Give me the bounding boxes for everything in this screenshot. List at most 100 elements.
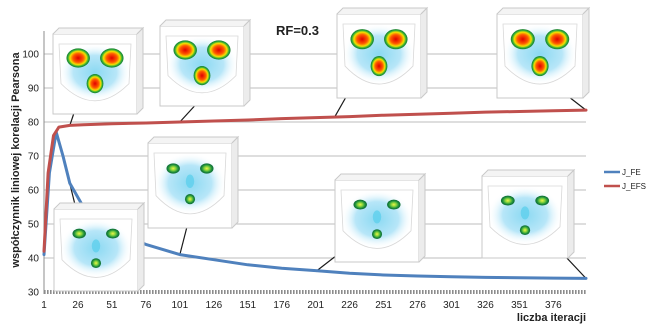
x-axis-segment — [281, 290, 283, 294]
x-axis-segment — [140, 290, 142, 294]
eye-hotspot-left — [500, 195, 515, 206]
x-axis-segment — [551, 290, 553, 294]
x-tick-label: 201 — [307, 300, 324, 311]
x-axis-segment — [257, 290, 259, 294]
x-axis-segment — [236, 290, 238, 294]
x-axis-segment — [56, 290, 58, 294]
x-axis-segment — [578, 290, 580, 294]
x-axis-segment — [332, 290, 334, 294]
eye-hotspot-left — [66, 48, 90, 68]
inset-frame-top — [52, 27, 145, 35]
x-axis-segment — [497, 290, 499, 294]
x-axis-segment — [173, 290, 175, 294]
x-axis-segment — [245, 290, 247, 294]
y-axis-title: współczynnik liniowej korelacji Pearsona — [10, 52, 22, 269]
x-axis-segment — [557, 290, 559, 294]
inset-frame-side — [231, 135, 239, 229]
x-axis-segment — [563, 290, 565, 294]
mouth-hotspot — [90, 258, 102, 269]
x-axis-segment — [59, 290, 61, 294]
x-axis-segment — [446, 290, 448, 294]
x-axis-segment — [371, 290, 373, 294]
x-axis-segment — [308, 290, 310, 294]
x-axis-segment — [386, 290, 388, 294]
x-axis-segment — [479, 290, 481, 294]
x-tick-label: 1 — [41, 300, 47, 311]
x-axis-segment — [86, 290, 88, 294]
y-tick-label: 30 — [28, 288, 40, 299]
x-axis-segment — [461, 290, 463, 294]
x-axis-segment — [239, 290, 241, 294]
eye-hotspot-right — [207, 40, 231, 60]
x-axis-segment — [68, 290, 70, 294]
x-axis-segment — [347, 290, 349, 294]
x-axis-segment — [227, 290, 229, 294]
x-axis-segment — [275, 290, 277, 294]
x-axis-segment — [500, 290, 502, 294]
x-axis-segment — [536, 290, 538, 294]
heatmap-inset-4 — [496, 6, 591, 99]
x-tick-label: 326 — [477, 300, 494, 311]
x-axis-segment — [527, 290, 529, 294]
eye-hotspot-left — [166, 163, 180, 174]
x-axis-segment — [248, 290, 250, 294]
x-axis-segment — [176, 290, 178, 294]
x-axis-segment — [191, 290, 193, 294]
x-axis-segment — [338, 290, 340, 294]
x-axis-segment — [443, 290, 445, 294]
x-axis-segment — [209, 290, 211, 294]
x-axis-segment — [254, 290, 256, 294]
x-axis-segment — [383, 290, 385, 294]
x-axis-segment — [539, 290, 541, 294]
y-tick-label: 70 — [28, 152, 40, 163]
series-line-J_EFS — [42, 108, 588, 253]
inset-frame-side — [136, 26, 144, 115]
x-axis-segment — [389, 290, 391, 294]
x-axis-segment — [143, 290, 145, 294]
x-axis-segment — [212, 290, 214, 294]
eye-hotspot-left — [353, 199, 367, 210]
x-axis-segment — [98, 290, 100, 294]
mouth-hotspot — [519, 225, 531, 236]
heatmap-inset-7 — [334, 172, 427, 263]
x-axis-segment — [284, 290, 286, 294]
x-axis-segment — [263, 290, 265, 294]
x-axis-segment — [125, 290, 127, 294]
x-axis-segment — [149, 290, 151, 294]
x-axis-segment — [218, 290, 220, 294]
x-axis-segment — [95, 290, 97, 294]
x-axis-segment — [410, 290, 412, 294]
x-axis-segment — [188, 290, 190, 294]
x-axis-segment — [380, 290, 382, 294]
x-axis-segment — [131, 290, 133, 294]
y-tick-label: 80 — [28, 118, 40, 129]
x-tick-label: 151 — [239, 300, 256, 311]
inset-frame-side — [418, 172, 426, 263]
x-axis-segment — [494, 290, 496, 294]
inset-frame-top — [147, 136, 240, 144]
x-axis-segment — [113, 290, 115, 294]
x-axis-segment — [455, 290, 457, 294]
x-tick-label: 351 — [511, 300, 528, 311]
x-axis-title: liczba iteracji — [517, 312, 586, 324]
x-axis-segment — [512, 290, 514, 294]
x-axis-segment — [353, 290, 355, 294]
heatmap-inset-1 — [52, 26, 145, 115]
x-axis-segment — [323, 290, 325, 294]
x-axis-segment — [122, 290, 124, 294]
x-axis-segment — [335, 290, 337, 294]
x-axis-segment — [299, 290, 301, 294]
x-tick-label: 51 — [106, 300, 118, 311]
heatmap-inset-3 — [336, 6, 429, 99]
x-axis-segment — [182, 290, 184, 294]
x-axis-segment — [119, 290, 121, 294]
nose-haze — [185, 174, 195, 189]
x-axis-segment — [392, 290, 394, 294]
x-axis-segment — [560, 290, 562, 294]
x-tick-label: 176 — [273, 300, 290, 311]
x-axis-segment — [533, 290, 535, 294]
x-axis-segment — [146, 290, 148, 294]
x-axis-segment — [230, 290, 232, 294]
x-axis-segment — [554, 290, 556, 294]
